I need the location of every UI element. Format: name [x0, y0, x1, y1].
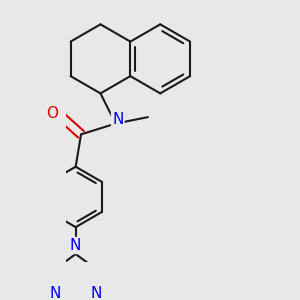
- Text: N: N: [112, 112, 123, 127]
- Text: N: N: [90, 286, 102, 300]
- Text: N: N: [70, 238, 81, 253]
- Text: O: O: [46, 106, 58, 122]
- Text: N: N: [50, 286, 61, 300]
